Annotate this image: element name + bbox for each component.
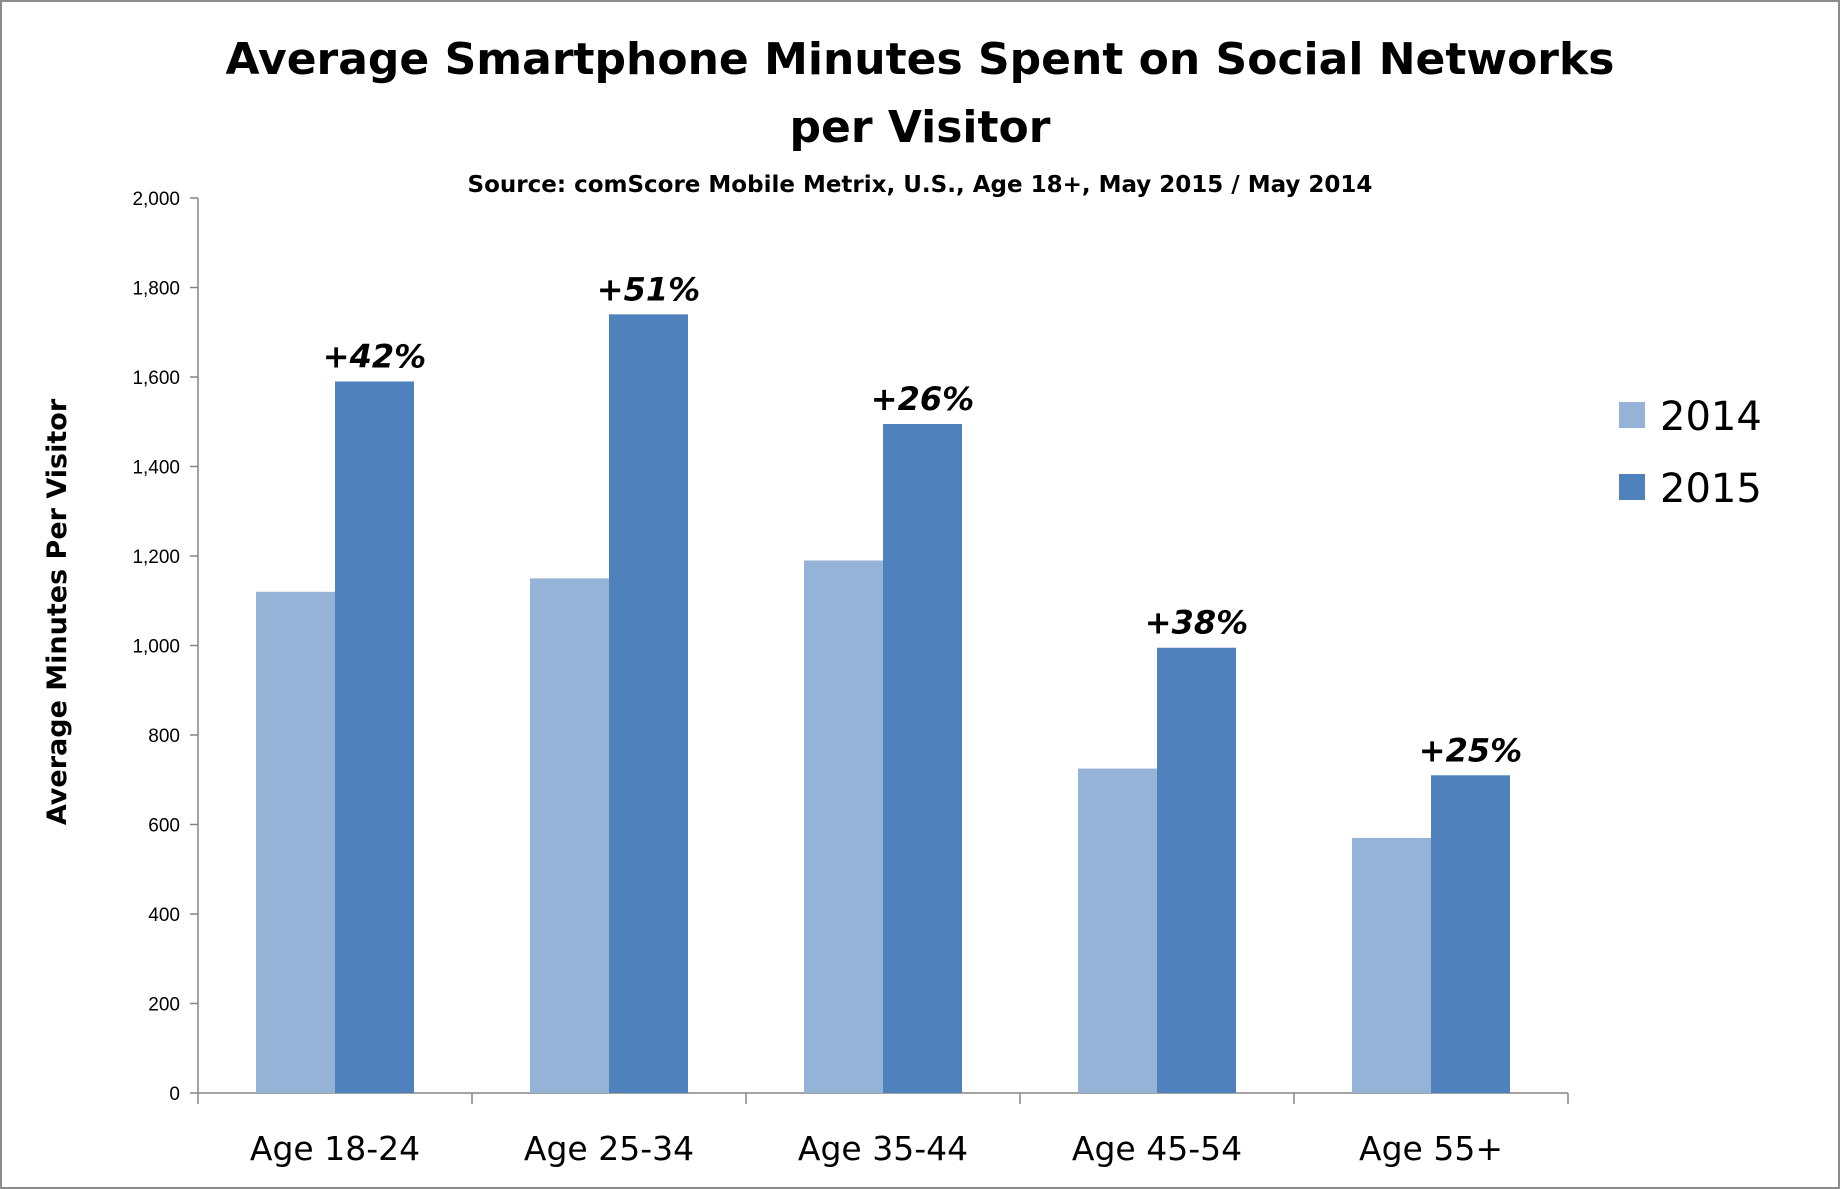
y-tick-label: 0 <box>169 1084 180 1105</box>
x-tick-label: Age 45-54 <box>1072 1129 1242 1168</box>
bar-2014 <box>530 578 609 1093</box>
y-tick-label: 1,200 <box>132 547 180 568</box>
bar-2015 <box>609 314 688 1094</box>
bar-2015 <box>335 381 414 1094</box>
bar-2014 <box>804 560 883 1093</box>
y-tick-label: 800 <box>148 726 180 747</box>
y-tick-label: 600 <box>148 816 180 837</box>
x-tick-label: Age 35-44 <box>798 1129 968 1168</box>
data-label: +42% <box>323 337 426 375</box>
legend-label: 2014 <box>1660 394 1762 440</box>
legend: 2014 2015 <box>1619 394 1762 512</box>
data-label: +25% <box>1419 731 1522 769</box>
y-tick-label: 1,400 <box>132 458 180 479</box>
y-tick-label: 2,000 <box>132 189 180 210</box>
y-tick-label: 1,000 <box>132 637 180 658</box>
bar-2015 <box>1431 775 1510 1093</box>
y-tick-label: 1,800 <box>132 279 180 300</box>
x-tick-label: Age 18-24 <box>250 1129 420 1168</box>
legend-label: 2015 <box>1660 466 1762 512</box>
bar-2014 <box>256 591 335 1093</box>
chart-title-line2: per Visitor <box>790 102 1051 153</box>
chart-subtitle: Source: comScore Mobile Metrix, U.S., Ag… <box>468 172 1373 198</box>
bar-2014 <box>1078 768 1157 1093</box>
chart-title-line1: Average Smartphone Minutes Spent on Soci… <box>226 34 1615 85</box>
x-tick-label: Age 55+ <box>1359 1129 1503 1168</box>
y-axis-title: Average Minutes Per Visitor <box>42 398 73 825</box>
y-tick-label: 200 <box>148 995 180 1016</box>
bar-2015 <box>1157 647 1236 1093</box>
data-label: +38% <box>1145 604 1248 642</box>
legend-swatch-2015 <box>1619 474 1645 500</box>
bar-2014 <box>1352 837 1431 1093</box>
x-tick-label: Age 25-34 <box>524 1129 694 1168</box>
plot-area: 0 200 400 600 800 1,000 1,200 1,400 1,600 1,800 2,… <box>132 189 1569 1168</box>
y-tick-label: 400 <box>148 905 180 926</box>
data-label: +26% <box>871 380 974 418</box>
legend-swatch-2014 <box>1619 402 1645 428</box>
y-tick-label: 1,600 <box>132 368 180 389</box>
data-label: +51% <box>597 270 700 308</box>
bar-2015 <box>883 423 962 1093</box>
